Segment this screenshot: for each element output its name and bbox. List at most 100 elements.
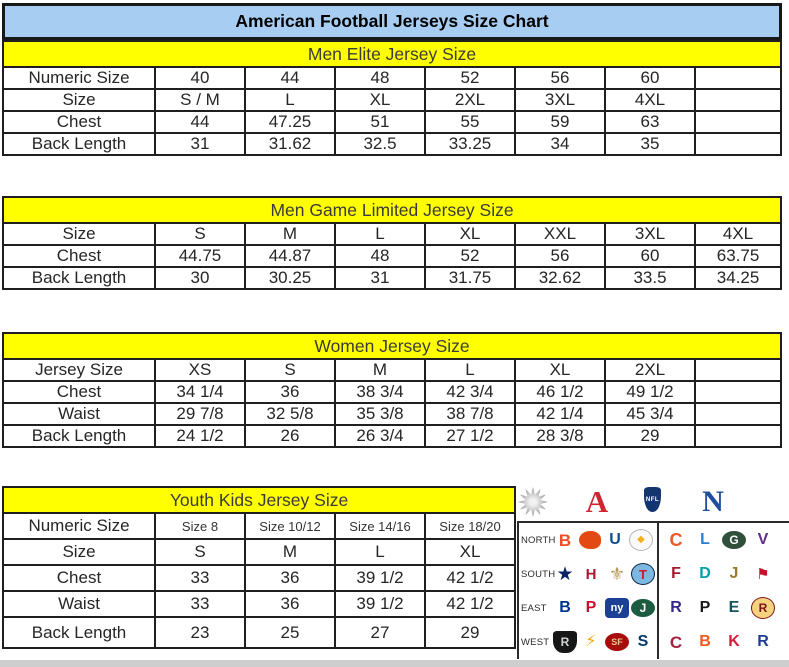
size-value-cell: 33 [154,590,246,618]
size-value-cell: XL [334,88,426,112]
row-label: Back Length [2,132,156,156]
chiefs-logo: K [728,633,740,650]
size-value-cell: 29 [423,616,517,649]
bears-logo: C [669,530,683,550]
nfl-shield-icon: NFL [644,487,661,512]
size-value-cell: Size 14/16 [334,512,426,540]
size-value-cell: Size 10/12 [244,512,336,540]
size-value-cell: 35 3/8 [334,402,426,426]
size-value-cell [693,66,783,90]
row-label: Chest [2,564,156,592]
size-value-cell: 4XL [693,222,783,246]
size-value-cell: M [244,538,336,566]
buccaneers-logo: ⚑ [756,565,770,583]
size-value-cell: S [244,358,336,382]
size-value-cell: 33 [154,564,246,592]
starburst-icon [518,487,548,517]
row-label: Chest [2,380,156,404]
jaguars-logo: J [729,565,739,582]
row-label: Back Length [2,616,156,649]
size-value-cell: 33.25 [424,132,516,156]
panthers-logo: P [699,599,711,616]
size-value-cell: 52 [424,66,516,90]
size-value-cell: 63 [604,110,696,134]
size-value-cell: S [154,222,246,246]
size-value-cell [693,424,783,448]
chargers-logo: ⚡ [585,633,597,650]
dolphins-logo: D [699,565,711,582]
table-row: Back Length 23 25 27 29 [2,616,517,649]
size-value-cell: 35 [604,132,696,156]
size-value-cell: 47.25 [244,110,336,134]
size-value-cell: 24 1/2 [154,424,246,448]
size-value-cell [693,402,783,426]
divider [517,521,789,523]
table-row: Back Length 24 1/2 26 26 3/4 27 1/2 28 3/8 29 [2,424,783,448]
size-value-cell: 34 [514,132,606,156]
saints-logo: ⚜ [608,564,626,584]
youth-kids-section-header: Youth Kids Jersey Size [1,486,517,514]
size-value-cell: 39 1/2 [334,564,426,592]
division-label: SOUTH [521,568,556,580]
size-value-cell: L [334,538,426,566]
men-elite-section-header: Men Elite Jersey Size [1,40,783,68]
49ers-logo: SF [605,633,629,651]
size-value-cell: 28 3/8 [514,424,606,448]
size-value-cell: S [154,538,246,566]
size-value-cell: 42 1/2 [423,590,517,618]
size-value-cell: 33.5 [604,266,696,290]
row-label: Back Length [2,266,156,290]
youth-kids-table: Youth Kids Jersey Size Numeric Size Size 8… [1,486,517,649]
bengals-logo: B [558,530,572,550]
table-row: Chest 33 36 39 1/2 42 1/2 [2,564,517,592]
size-value-cell: 32.5 [334,132,426,156]
row-label: Back Length [2,424,156,448]
raiders-logo: R [553,631,577,653]
table-row: Back Length 31 31.62 32.5 33.25 34 35 [2,132,783,156]
vikings-logo: V [757,531,769,548]
size-value-cell: 29 [604,424,696,448]
table-row: Numeric Size 40 44 48 52 56 60 [2,66,783,90]
size-value-cell: M [334,358,426,382]
size-value-cell: 63.75 [693,244,783,268]
size-value-cell [693,380,783,404]
size-value-cell: 56 [514,244,606,268]
broncos-logo: B [699,633,711,650]
page-title: American Football Jerseys Size Chart [2,3,782,40]
size-value-cell: 55 [424,110,516,134]
size-value-cell: 38 7/8 [424,402,516,426]
size-value-cell: 39 1/2 [334,590,426,618]
size-value-cell: 3XL [604,222,696,246]
size-value-cell: 29 7/8 [154,402,246,426]
row-label: Numeric Size [2,66,156,90]
table-row: Jersey Size XS S M L XL 2XL [2,358,783,382]
steelers-logo: ◆ [629,529,653,551]
size-value-cell: 31 [334,266,426,290]
division-row-south: SOUTH ★ H ⚜ T F D J ⚑ [519,558,789,591]
ravens-logo: R [670,599,682,616]
size-value-cell: XS [154,358,246,382]
size-value-cell: 44.87 [244,244,336,268]
men-elite-size-table: Men Elite Jersey Size Numeric Size 40 44 48 5… [1,40,783,156]
size-value-cell: 36 [244,380,336,404]
size-value-cell: 38 3/4 [334,380,426,404]
size-value-cell: 48 [334,244,426,268]
size-value-cell: L [334,222,426,246]
size-value-cell: 3XL [514,88,606,112]
size-value-cell: 4XL [604,88,696,112]
size-value-cell: S / M [154,88,246,112]
afc-logo-icon: A [585,484,609,519]
afc-team-group: R ⚡ SF S [553,631,655,653]
row-label: Jersey Size [2,358,156,382]
division-label: WEST [521,636,550,648]
table-row: Waist 29 7/8 32 5/8 35 3/8 38 7/8 42 1/4 45 3/… [2,402,783,426]
afc-team-group: B U ◆ [553,529,655,551]
texans-logo: H [585,565,597,583]
colts-logo: U [609,531,621,548]
browns-helmet-logo [579,531,601,549]
